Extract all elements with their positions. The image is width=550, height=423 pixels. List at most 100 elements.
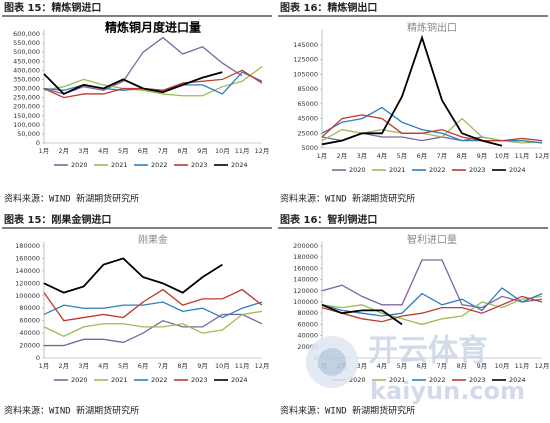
x-tick-label: 12月: [255, 362, 270, 370]
y-tick-label: 20000: [297, 343, 318, 351]
legend-label: 2021: [111, 376, 128, 384]
caption: 图表 16：精炼铜出口: [280, 1, 377, 14]
y-tick-label: 145000: [293, 41, 318, 49]
legend-label: 2020: [349, 376, 366, 384]
y-tick-label: 80000: [19, 304, 40, 312]
x-tick-label: 2月: [58, 362, 69, 370]
y-tick-label: 100,000: [13, 121, 40, 129]
series-line: [43, 310, 263, 337]
y-tick-label: 600,000: [13, 30, 40, 38]
series-line: [43, 66, 263, 97]
y-tick-label: 100000: [15, 292, 40, 300]
source: 资料来源：WIND 新湖期货研究所: [4, 193, 139, 205]
source: 资料来源：WIND 新湖期货研究所: [280, 405, 415, 417]
x-tick-label: 4月: [98, 147, 109, 155]
legend-label: 2022: [151, 161, 168, 169]
x-tick-label: 7月: [437, 152, 448, 160]
y-tick-label: 85000: [297, 85, 318, 93]
y-tick-label: 45000: [297, 115, 318, 123]
y-tick-label: 450,000: [13, 57, 40, 65]
legend-label: 2021: [111, 161, 128, 169]
watermark-url: kaiyun.com: [370, 377, 525, 405]
watermark-brand: 开云体育: [368, 334, 488, 369]
x-tick-label: 9月: [477, 362, 488, 370]
chart-title: 精炼铜出口: [407, 21, 457, 34]
legend-label: 2023: [191, 376, 208, 384]
x-tick-label: 9月: [197, 147, 208, 155]
legend-label: 2021: [389, 376, 406, 384]
y-tick-label: 0: [36, 354, 40, 362]
x-tick-label: 1月: [39, 147, 50, 155]
x-tick-label: 8月: [457, 362, 468, 370]
y-tick-label: 120000: [293, 287, 318, 295]
y-tick-label: 60000: [19, 317, 40, 325]
y-tick-label: 25000: [297, 129, 318, 137]
x-tick-label: 10月: [495, 362, 510, 370]
series-line: [43, 36, 243, 95]
x-tick-label: 4月: [377, 362, 388, 370]
x-tick-label: 2月: [337, 152, 348, 160]
y-tick-label: 160000: [293, 264, 318, 272]
chart-title: 刚果金: [138, 233, 168, 246]
y-tick-label: 300,000: [13, 85, 40, 93]
series-line: [321, 287, 543, 317]
series-line: [321, 114, 543, 142]
x-tick-label: 1月: [317, 152, 328, 160]
x-tick-label: 11月: [515, 152, 530, 160]
y-tick-label: 150,000: [13, 112, 40, 120]
x-tick-label: 10月: [215, 147, 230, 155]
watermark: 开云体育 kaiyun.com: [306, 334, 525, 405]
legend-label: 2023: [469, 166, 486, 174]
x-tick-label: 8月: [177, 362, 188, 370]
x-tick-label: 3月: [78, 362, 89, 370]
y-tick-label: 160000: [15, 254, 40, 262]
x-tick-label: 5月: [118, 362, 129, 370]
series-line: [43, 301, 263, 319]
x-tick-label: 5月: [397, 362, 408, 370]
x-tick-label: 11月: [235, 147, 250, 155]
series-line: [321, 303, 403, 326]
y-tick-label: 180000: [15, 242, 40, 250]
y-tick-label: 400,000: [13, 66, 40, 74]
y-tick-label: 125000: [293, 56, 318, 64]
chart-title: 智利进口量: [407, 233, 457, 246]
y-tick-label: 250,000: [13, 94, 40, 102]
legend-label: 2023: [469, 376, 486, 384]
y-tick-label: 50,000: [17, 130, 40, 138]
series-line: [321, 295, 543, 323]
y-tick-label: 140000: [15, 267, 40, 275]
legend-label: 2024: [509, 166, 526, 174]
series-line: [43, 69, 263, 99]
y-tick-label: 100000: [293, 298, 318, 306]
y-tick-label: 105000: [293, 70, 318, 78]
series-line: [321, 295, 543, 326]
legend-label: 2023: [191, 161, 208, 169]
watermark-logo: [318, 348, 346, 376]
x-tick-label: 9月: [477, 152, 488, 160]
y-tick-label: 200,000: [13, 103, 40, 111]
legend-label: 2022: [429, 376, 446, 384]
legend-label: 2022: [151, 376, 168, 384]
caption: 图表 15：刚果金铜进口: [4, 213, 111, 226]
x-tick-label: 4月: [98, 362, 109, 370]
y-tick-label: 140000: [293, 276, 318, 284]
caption: 图表 16：智利铜进口: [280, 213, 377, 226]
x-tick-label: 9月: [197, 362, 208, 370]
legend-label: 2021: [389, 166, 406, 174]
y-tick-label: 350,000: [13, 75, 40, 83]
x-tick-label: 12月: [535, 152, 550, 160]
x-tick-label: 5月: [397, 152, 408, 160]
y-tick-label: 200000: [293, 242, 318, 250]
x-tick-label: 12月: [255, 147, 270, 155]
x-tick-label: 6月: [138, 147, 149, 155]
legend-label: 2024: [231, 161, 248, 169]
x-tick-label: 6月: [417, 152, 428, 160]
y-tick-label: 5000: [301, 144, 318, 152]
series-line: [43, 71, 223, 96]
y-tick-label: 120000: [15, 279, 40, 287]
x-tick-label: 11月: [235, 362, 250, 370]
legend-label: 2020: [71, 161, 88, 169]
y-tick-label: 65000: [297, 100, 318, 108]
y-tick-label: 0: [36, 139, 40, 147]
